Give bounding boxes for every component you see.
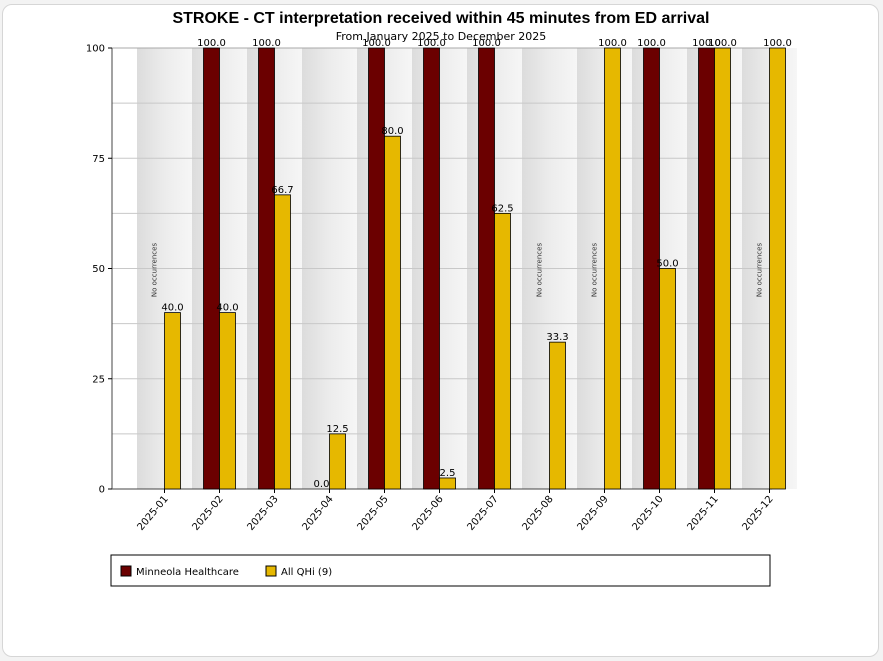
no-occurrences-label: No occurrences — [536, 243, 544, 298]
legend-swatch-minneola — [120, 565, 132, 577]
x-tick-label: 2025-07 — [466, 494, 501, 533]
y-tick-label: 50 — [92, 264, 105, 275]
y-tick-label: 25 — [92, 374, 105, 385]
chart-subtitle: From January 2025 to December 2025 — [336, 30, 547, 43]
legend-box — [110, 554, 771, 587]
bar-all-qhi — [164, 312, 181, 490]
bar-all-qhi — [659, 268, 676, 490]
bar-value-label: 100.0 — [637, 38, 666, 49]
bar-value-label: 100.0 — [763, 38, 792, 49]
x-tick-label: 2025-02 — [191, 494, 226, 533]
no-occurrences-label: No occurrences — [756, 243, 764, 298]
bar-minneola — [478, 47, 495, 490]
bar-value-label: 66.7 — [271, 185, 293, 196]
bar-value-label: 100.0 — [598, 38, 627, 49]
x-tick-label: 2025-03 — [246, 494, 281, 533]
bar-all-qhi — [219, 312, 236, 490]
no-occurrences-label: No occurrences — [591, 243, 599, 298]
x-tick-label: 2025-01 — [136, 494, 171, 533]
bar-value-label: 100.0 — [472, 38, 501, 49]
bar-value-label: 2.5 — [440, 468, 456, 479]
bar-value-label: 12.5 — [326, 424, 348, 435]
bar-minneola — [698, 47, 715, 490]
bar-all-qhi — [604, 47, 621, 490]
x-tick-label: 2025-05 — [356, 494, 391, 533]
bar-minneola — [423, 47, 440, 490]
bar-all-qhi — [274, 194, 291, 490]
chart-title: STROKE - CT interpretation received with… — [172, 10, 709, 27]
bar-value-label: 100.0 — [197, 38, 226, 49]
bar-value-label: 33.3 — [546, 332, 568, 343]
bar-value-label: 100.0 — [252, 38, 281, 49]
bar-value-label: 62.5 — [491, 203, 513, 214]
bar-all-qhi — [714, 47, 731, 490]
bar-value-label: 0.0 — [314, 479, 330, 490]
legend-swatch-all-qhi — [265, 565, 277, 577]
x-tick-label: 2025-09 — [576, 494, 611, 533]
bar-value-label: 50.0 — [656, 259, 678, 270]
legend-label-all-qhi: All QHi (9) — [281, 567, 332, 578]
bar-value-label: 100.0 — [417, 38, 446, 49]
legend-label-minneola: Minneola Healthcare — [136, 567, 239, 578]
x-tick-label: 2025-10 — [631, 494, 666, 533]
bar-value-label: 40.0 — [216, 303, 238, 314]
x-tick-label: 2025-04 — [301, 494, 336, 533]
bar-value-label: 100.0 — [362, 38, 391, 49]
y-tick-label: 75 — [92, 154, 105, 165]
bar-all-qhi — [549, 341, 566, 490]
bar-all-qhi — [384, 135, 401, 490]
bar-minneola — [258, 47, 275, 490]
bar-minneola — [368, 47, 385, 490]
x-tick-label: 2025-06 — [411, 494, 446, 533]
bar-all-qhi — [439, 477, 456, 490]
x-tick-label: 2025-12 — [741, 494, 776, 533]
bar-value-label: 100.0 — [692, 38, 721, 49]
bar-all-qhi — [329, 433, 346, 490]
no-occurrences-label: No occurrences — [151, 243, 159, 298]
x-tick-label: 2025-11 — [686, 494, 721, 533]
bar-all-qhi — [769, 47, 786, 490]
bar-minneola — [203, 47, 220, 490]
y-tick-label: 100 — [86, 44, 105, 55]
bar-value-label: 100.0 — [708, 38, 737, 49]
bar-value-label: 80.0 — [381, 126, 403, 137]
y-tick-label: 0 — [99, 485, 105, 496]
x-tick-label: 2025-08 — [521, 494, 556, 533]
bar-all-qhi — [494, 212, 511, 490]
legend: Minneola Healthcare All QHi (9) — [110, 554, 771, 587]
bar-value-label: 40.0 — [161, 303, 183, 314]
